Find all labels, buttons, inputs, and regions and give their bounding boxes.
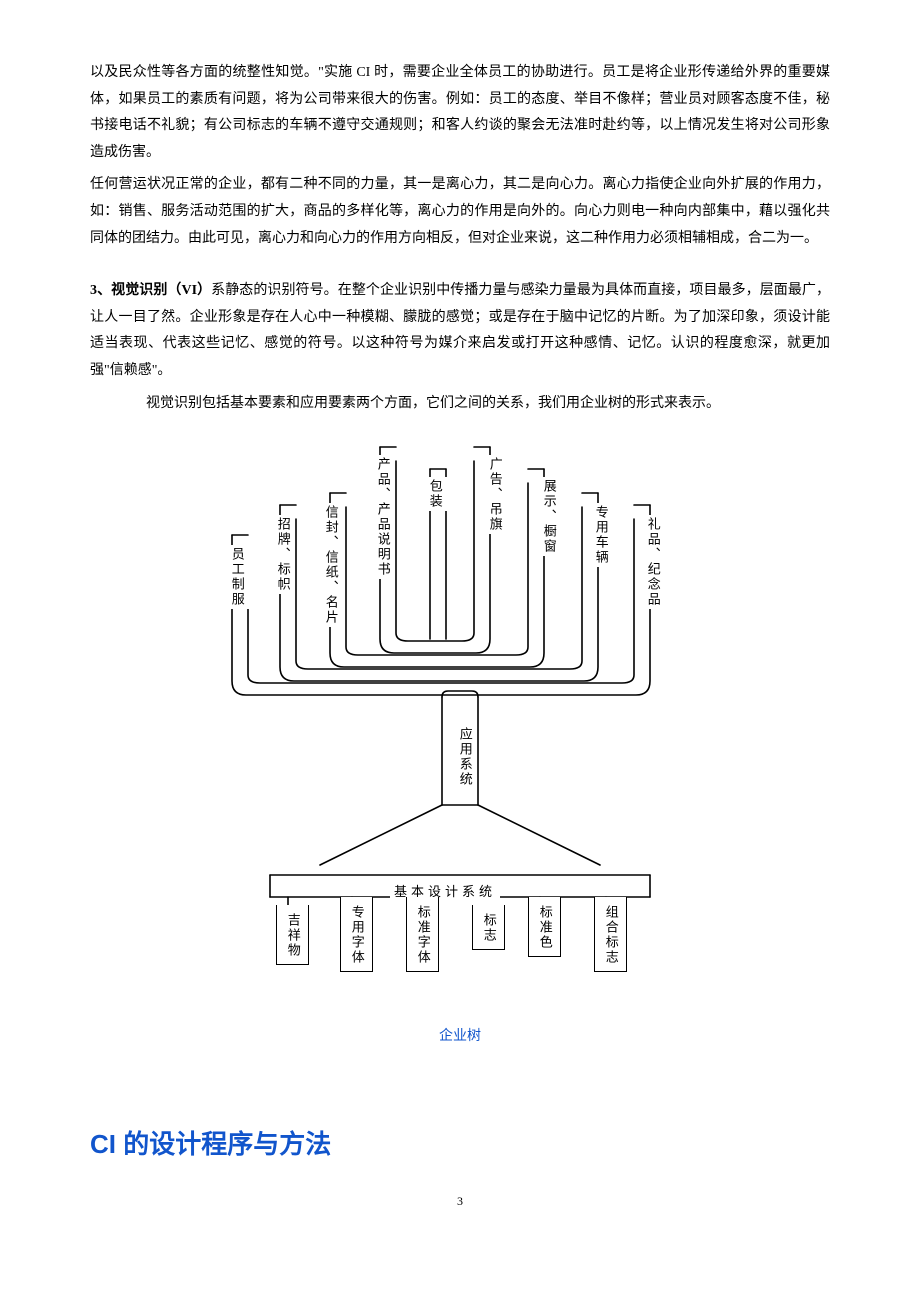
paragraph-1: 以及民众性等各方面的统整性知觉。"实施 CI 时，需要企业全体员工的协助进行。员… [90,60,830,166]
root-label: 标准字体 [406,897,439,972]
enterprise-tree-diagram: 员工制服 招牌、标帜 信封、信纸、名片 产品、产品说明书 包装 广告、吊旗 展示… [200,435,720,1006]
diagram-caption: 企业树 [90,1024,830,1051]
section-heading: CI 的设计程序与方法 [90,1120,830,1169]
root-label: 组合标志 [594,897,627,972]
root-label: 吉祥物 [276,905,309,965]
root-label: 标准色 [528,897,561,957]
branch-label: 展示、橱窗 [536,477,561,556]
root-label: 专用字体 [340,897,373,972]
branch-label: 包装 [422,477,447,511]
branch-label: 广告、吊旗 [482,455,507,534]
page-number: 3 [90,1190,830,1213]
branch-label: 产品、产品说明书 [370,455,395,579]
paragraph-4: 视觉识别包括基本要素和应用要素两个方面，它们之间的关系，我们用企业树的形式来表示… [90,391,830,418]
branch-label: 专用车辆 [588,503,613,567]
root-label: 标志 [472,905,505,950]
branch-label: 信封、信纸、名片 [318,503,343,627]
paragraph-3: 3、视觉识别（VI）系静态的识别符号。在整个企业识别中传播力量与感染力量最为具体… [90,278,830,384]
branch-label: 礼品、纪念品 [640,515,665,609]
branch-label: 招牌、标帜 [270,515,295,594]
paragraph-3-lead: 3、视觉识别（VI） [90,283,211,298]
application-system-label: 应用系统 [452,725,477,789]
branch-label: 员工制服 [224,545,249,609]
paragraph-2: 任何营运状况正常的企业，都有二种不同的力量，其一是离心力，其二是向心力。离心力指… [90,172,830,252]
